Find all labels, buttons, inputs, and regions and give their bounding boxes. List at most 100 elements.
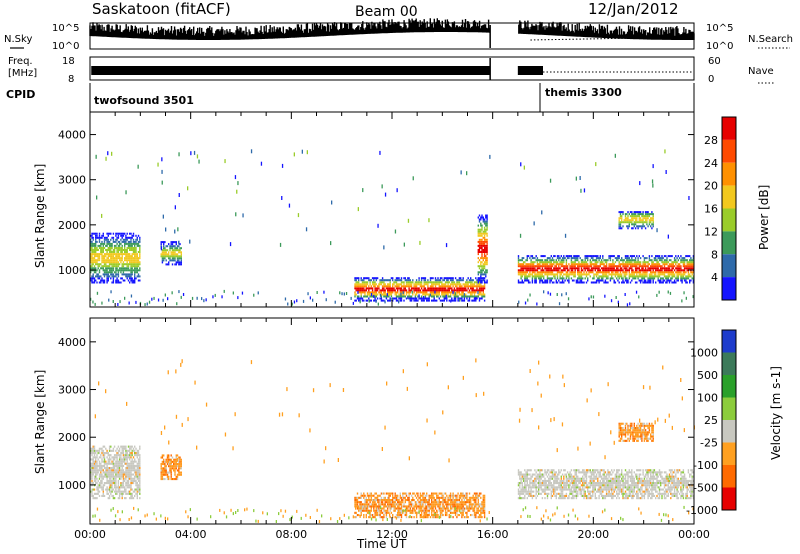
- range-gate-cell: [96, 486, 98, 489]
- range-gate-cell: [116, 257, 118, 260]
- range-gate-cell: [91, 490, 93, 493]
- range-gate-cell: [616, 277, 618, 280]
- range-gate-cell: [582, 263, 584, 266]
- range-gate-cell: [120, 261, 122, 264]
- station-title: Saskatoon (fitACF): [92, 0, 231, 18]
- range-gate-cell: [126, 242, 128, 245]
- range-gate-cell: [125, 482, 127, 485]
- range-gate-cell: [129, 269, 131, 272]
- range-gate-cell: [670, 255, 672, 258]
- range-gate-cell: [415, 293, 418, 296]
- range-gate-cell: [686, 255, 688, 258]
- range-gate-cell: [393, 505, 395, 508]
- range-gate-cell: [366, 492, 369, 495]
- range-gate-cell: [345, 292, 348, 295]
- range-gate-cell: [526, 277, 528, 280]
- range-gate-cell: [535, 265, 537, 268]
- range-gate-cell: [112, 464, 115, 467]
- range-gate-cell: [443, 289, 445, 292]
- range-gate-cell: [554, 255, 556, 258]
- range-gate-cell: [642, 213, 644, 216]
- range-gate-cell: [671, 275, 673, 278]
- range-gate-cell: [101, 255, 103, 258]
- range-gate-cell: [569, 267, 571, 270]
- range-gate-cell: [116, 281, 118, 284]
- range-gate-cell: [125, 447, 127, 450]
- range-gate-cell: [355, 279, 357, 282]
- range-gate-cell: [443, 295, 445, 298]
- range-gate-cell: [95, 492, 97, 495]
- range-gate-cell: [482, 216, 484, 219]
- range-gate-cell: [632, 265, 634, 268]
- range-gate-cell: [627, 225, 629, 228]
- range-gate-cell: [593, 255, 595, 258]
- range-gate-cell: [650, 269, 652, 272]
- range-gate-cell: [168, 478, 170, 481]
- range-gate-cell: [677, 259, 679, 262]
- range-gate-cell: [92, 244, 94, 247]
- range-gate-cell: [171, 245, 174, 248]
- range-gate-cell: [612, 255, 614, 258]
- range-gate-cell: [356, 281, 359, 284]
- range-gate-cell: [113, 471, 116, 474]
- range-gate-cell: [97, 259, 99, 262]
- range-gate-cell: [117, 251, 120, 253]
- range-gate-cell: [532, 261, 535, 264]
- range-gate-cell: [139, 279, 141, 282]
- range-gate-cell: [95, 473, 97, 476]
- range-gate-cell: [587, 273, 589, 276]
- range-gate-cell: [117, 486, 120, 489]
- range-gate-cell: [420, 287, 423, 290]
- range-gate-cell: [355, 285, 357, 288]
- range-gate-cell: [414, 289, 417, 292]
- range-gate-cell: [471, 285, 473, 288]
- range-gate-cell: [527, 265, 530, 268]
- range-gate-cell: [614, 269, 617, 272]
- range-gate-cell: [115, 269, 117, 272]
- range-gate-cell: [389, 492, 391, 495]
- range-gate-cell: [116, 464, 118, 467]
- range-gate-cell: [439, 285, 442, 288]
- range-gate-cell: [595, 259, 598, 262]
- range-gate-cell: [388, 289, 390, 292]
- range-gate-cell: [482, 259, 484, 262]
- range-gate-cell: [573, 263, 575, 266]
- range-gate-cell: [432, 285, 434, 288]
- range-gate-cell: [393, 287, 395, 290]
- range-gate-cell: [478, 267, 481, 270]
- range-gate-cell: [136, 236, 138, 239]
- range-gate-cell: [442, 287, 444, 290]
- range-gate-cell: [137, 265, 140, 268]
- range-gate-cell: [113, 265, 116, 268]
- range-gate-cell: [131, 467, 133, 470]
- range-gate-cell: [478, 232, 481, 235]
- range-gate-cell: [98, 494, 101, 497]
- range-gate-cell: [650, 217, 652, 220]
- range-gate-cell: [100, 279, 102, 282]
- range-gate-cell: [456, 289, 458, 292]
- range-gate-cell: [118, 471, 121, 474]
- range-gate-cell: [170, 473, 172, 476]
- range-gate-cell: [525, 263, 527, 266]
- range-gate-cell: [655, 269, 657, 272]
- range-gate-cell: [132, 269, 135, 272]
- range-gate-cell: [374, 277, 376, 280]
- range-gate-cell: [390, 295, 393, 298]
- range-gate-cell: [360, 501, 362, 504]
- range-gate-cell: [171, 255, 174, 258]
- range-gate-cell: [637, 215, 639, 218]
- range-gate-cell: [463, 299, 466, 302]
- range-gate-cell: [105, 473, 107, 476]
- range-gate-cell: [480, 224, 482, 227]
- range-gate-cell: [538, 259, 540, 262]
- range-gate-cell: [647, 265, 649, 268]
- range-gate-cell: [160, 467, 162, 470]
- range-gate-cell: [139, 464, 141, 467]
- range-gate-cell: [478, 285, 481, 288]
- range-gate-cell: [134, 269, 136, 272]
- range-gate-cell: [527, 281, 530, 284]
- range-gate-cell: [472, 299, 474, 302]
- colorbar-swatch: [722, 231, 736, 255]
- range-gate-cell: [551, 271, 554, 274]
- range-gate-cell: [447, 293, 449, 296]
